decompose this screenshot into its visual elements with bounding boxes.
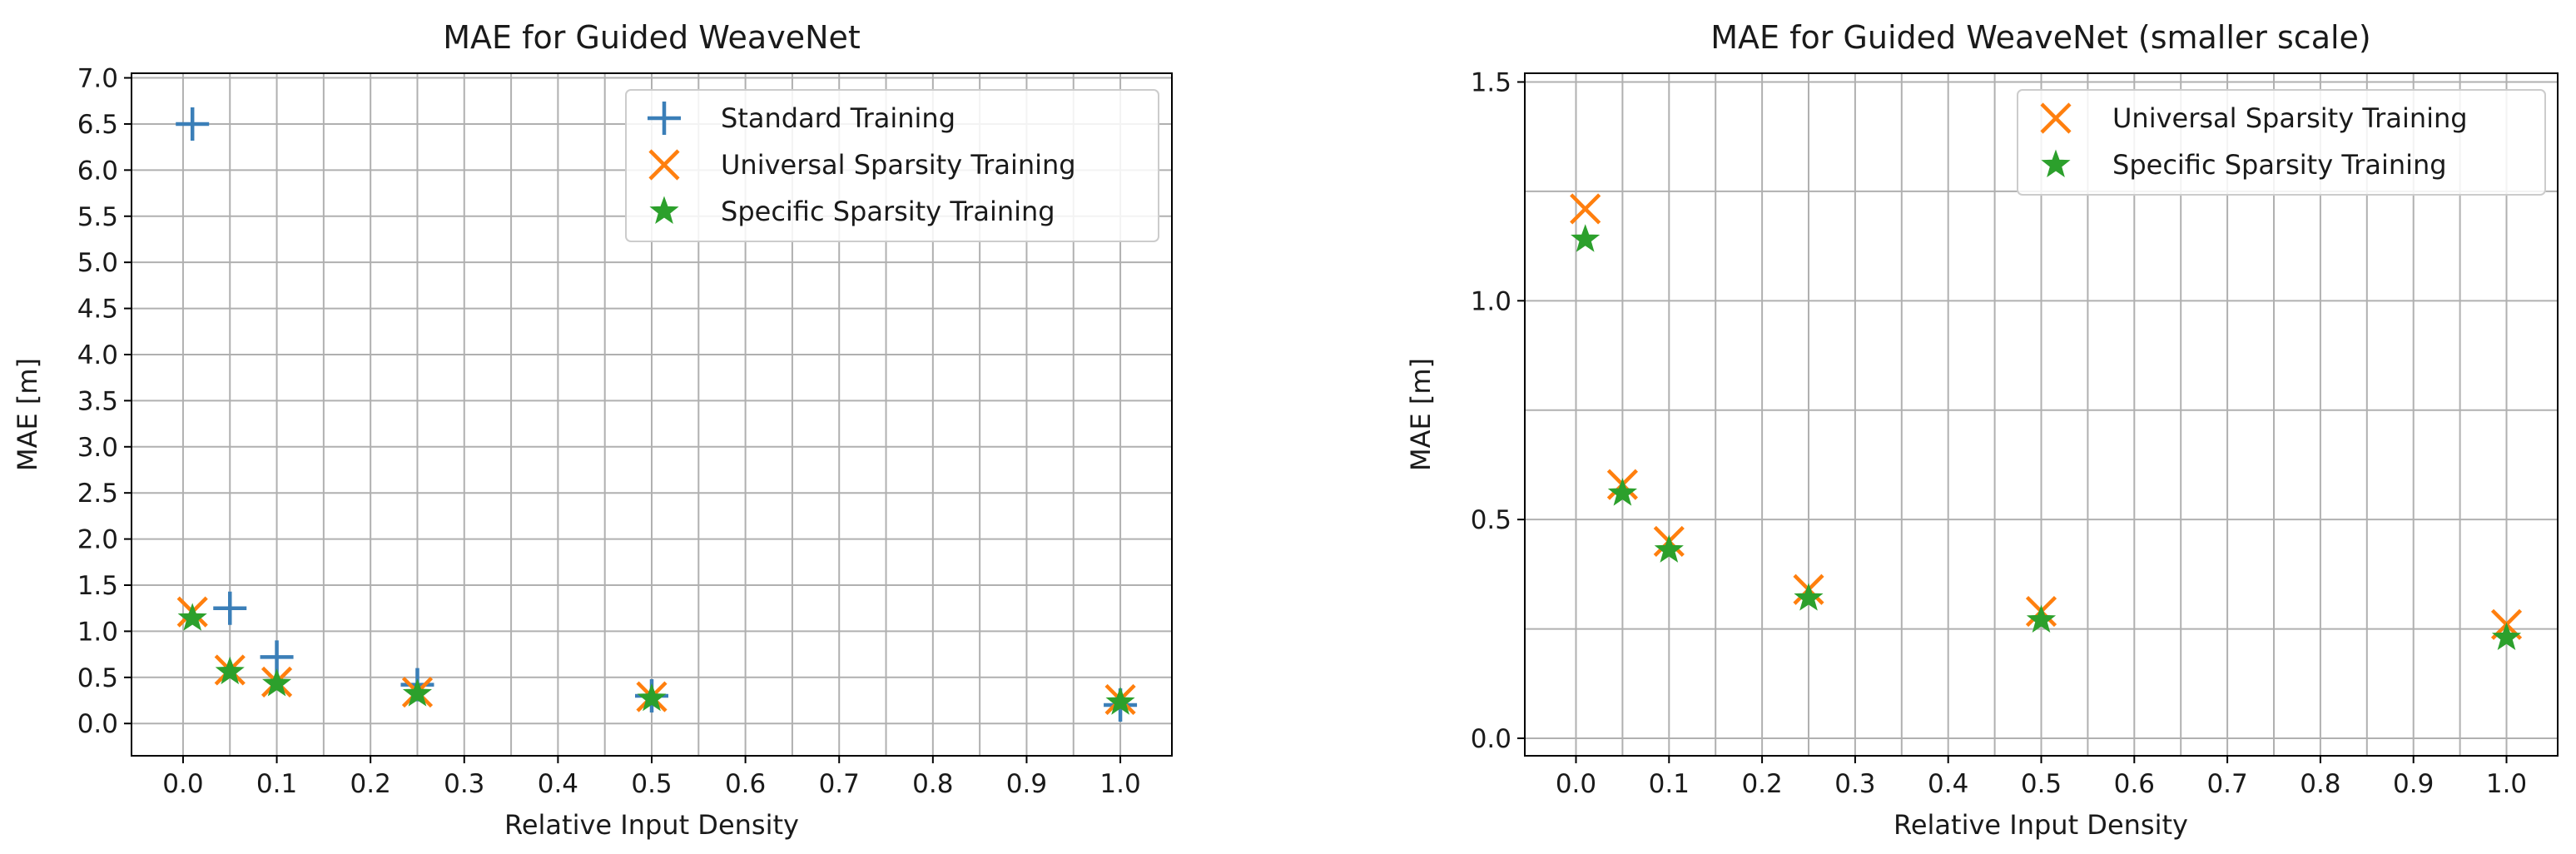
y-tick-label: 3.5 bbox=[77, 386, 118, 416]
legend-marker-x bbox=[2040, 102, 2072, 134]
x-tick-label: 0.1 bbox=[256, 769, 297, 799]
legend-label: Standard Training bbox=[721, 102, 955, 134]
data-point-plus bbox=[260, 640, 294, 674]
legend-label: Universal Sparsity Training bbox=[721, 149, 1076, 181]
y-tick-label: 2.0 bbox=[77, 525, 118, 555]
x-tick-label: 0.7 bbox=[819, 769, 860, 799]
chart-left: MAE for Guided WeaveNet Relative Input D… bbox=[12, 19, 1173, 841]
data-point-x bbox=[1570, 193, 1601, 225]
data-point-star bbox=[1794, 583, 1824, 611]
data-point-star bbox=[1654, 534, 1684, 563]
y-tick-label: 3.0 bbox=[77, 433, 118, 463]
legend-box bbox=[625, 89, 1159, 242]
data-point-star bbox=[402, 678, 432, 707]
legend-label: Specific Sparsity Training bbox=[2112, 149, 2447, 181]
chart-right-data-points bbox=[1570, 193, 2523, 650]
x-tick-label: 1.0 bbox=[2486, 769, 2527, 799]
chart-left-ylabel: MAE [m] bbox=[12, 358, 43, 471]
legend-marker-x bbox=[648, 149, 680, 181]
legend-marker-plus bbox=[648, 102, 681, 135]
data-point-star bbox=[637, 683, 667, 712]
x-tick-label: 0.2 bbox=[1741, 769, 1782, 799]
y-tick-label: 6.0 bbox=[77, 156, 118, 186]
data-point-star bbox=[262, 668, 292, 697]
x-tick-label: 0.3 bbox=[444, 769, 484, 799]
x-tick-label: 0.4 bbox=[538, 769, 578, 799]
data-point-star bbox=[1607, 478, 1638, 506]
x-tick-label: 1.0 bbox=[1099, 769, 1140, 799]
y-tick-label: 5.5 bbox=[77, 202, 118, 232]
x-tick-label: 0.0 bbox=[1556, 769, 1596, 799]
x-tick-label: 0.0 bbox=[162, 769, 203, 799]
data-point-star bbox=[1105, 687, 1135, 715]
x-tick-label: 0.9 bbox=[1006, 769, 1047, 799]
data-point-star bbox=[2491, 622, 2522, 650]
data-point-star bbox=[177, 603, 207, 631]
chart-left-legend: Standard Training Universal Sparsity Trai… bbox=[625, 89, 1159, 242]
y-tick-label: 0.5 bbox=[77, 663, 118, 693]
x-tick-label: 0.8 bbox=[2300, 769, 2340, 799]
data-point-plus bbox=[176, 107, 210, 141]
y-tick-label: 4.5 bbox=[77, 295, 118, 325]
x-tick-label: 0.5 bbox=[631, 769, 672, 799]
legend-marker-star bbox=[2041, 149, 2071, 177]
x-tick-label: 0.8 bbox=[912, 769, 953, 799]
legend-label: Universal Sparsity Training bbox=[2112, 102, 2468, 134]
y-tick-label: 0.0 bbox=[77, 709, 118, 739]
x-tick-label: 0.1 bbox=[1649, 769, 1690, 799]
y-tick-label: 2.5 bbox=[77, 479, 118, 509]
y-tick-label: 6.5 bbox=[77, 110, 118, 140]
chart-right-title: MAE for Guided WeaveNet (smaller scale) bbox=[1710, 19, 2371, 56]
y-tick-label: 1.5 bbox=[1471, 68, 1511, 98]
x-tick-label: 0.6 bbox=[725, 769, 766, 799]
chart-right-ylabel: MAE [m] bbox=[1405, 358, 1437, 471]
chart-left-data-points bbox=[176, 107, 1138, 722]
chart-right-legend: Universal Sparsity Training Specific Spar… bbox=[2017, 89, 2546, 196]
x-tick-label: 0.7 bbox=[2206, 769, 2247, 799]
x-tick-label: 0.6 bbox=[2114, 769, 2155, 799]
y-tick-label: 0.5 bbox=[1471, 505, 1511, 535]
chart-right: MAE for Guided WeaveNet (smaller scale) … bbox=[1405, 19, 2559, 841]
data-point-star bbox=[1571, 224, 1601, 252]
chart-left-title: MAE for Guided WeaveNet bbox=[443, 19, 861, 56]
x-tick-label: 0.4 bbox=[1928, 769, 1968, 799]
y-tick-label: 7.0 bbox=[77, 64, 118, 94]
x-tick-label: 0.3 bbox=[1834, 769, 1875, 799]
y-tick-label: 1.0 bbox=[1471, 286, 1511, 316]
legend-label: Specific Sparsity Training bbox=[721, 196, 1055, 227]
x-tick-label: 0.2 bbox=[350, 769, 391, 799]
y-tick-label: 1.5 bbox=[77, 571, 118, 601]
chart-left-xlabel: Relative Input Density bbox=[504, 809, 799, 841]
y-tick-label: 4.0 bbox=[77, 340, 118, 370]
y-tick-label: 5.0 bbox=[77, 248, 118, 278]
data-point-plus bbox=[213, 591, 247, 625]
data-point-star bbox=[2026, 604, 2057, 633]
x-tick-label: 0.9 bbox=[2393, 769, 2434, 799]
x-tick-label: 0.5 bbox=[2021, 769, 2062, 799]
chart-right-xlabel: Relative Input Density bbox=[1894, 809, 2188, 841]
y-tick-label: 0.0 bbox=[1471, 724, 1511, 754]
y-tick-label: 1.0 bbox=[77, 617, 118, 647]
legend-marker-star bbox=[649, 196, 679, 224]
data-point-star bbox=[215, 656, 245, 685]
legend-box bbox=[2017, 89, 2546, 196]
